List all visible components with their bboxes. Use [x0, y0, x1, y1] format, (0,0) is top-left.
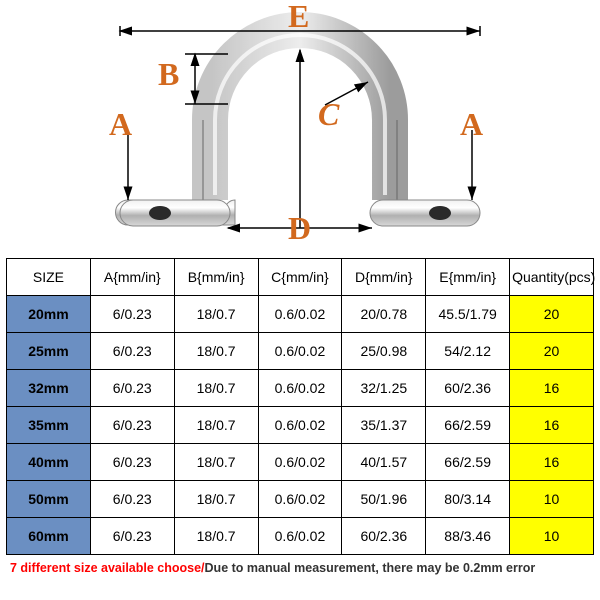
table-cell: 0.6/0.02: [258, 444, 342, 481]
table-cell: 20: [510, 296, 594, 333]
table-cell: 25mm: [7, 333, 91, 370]
col-header: A{mm/in}: [90, 259, 174, 296]
size-table-container: SIZE A{mm/in} B{mm/in} C{mm/in} D{mm/in}…: [0, 258, 600, 555]
table-row: 40mm6/0.2318/0.70.6/0.0240/1.5766/2.5916: [7, 444, 594, 481]
table-cell: 0.6/0.02: [258, 407, 342, 444]
col-header: D{mm/in}: [342, 259, 426, 296]
table-cell: 32/1.25: [342, 370, 426, 407]
table-cell: 16: [510, 407, 594, 444]
table-cell: 54/2.12: [426, 333, 510, 370]
table-cell: 0.6/0.02: [258, 481, 342, 518]
table-cell: 0.6/0.02: [258, 370, 342, 407]
table-cell: 18/0.7: [174, 407, 258, 444]
label-e: E: [288, 0, 309, 35]
table-row: 20mm6/0.2318/0.70.6/0.0220/0.7845.5/1.79…: [7, 296, 594, 333]
table-cell: 0.6/0.02: [258, 333, 342, 370]
table-cell: 60/2.36: [426, 370, 510, 407]
table-cell: 40/1.57: [342, 444, 426, 481]
table-row: 60mm6/0.2318/0.70.6/0.0260/2.3688/3.4610: [7, 518, 594, 555]
footnote-text: Due to manual measurement, there may be …: [205, 561, 536, 575]
table-cell: 6/0.23: [90, 296, 174, 333]
table-cell: 18/0.7: [174, 296, 258, 333]
table-cell: 10: [510, 481, 594, 518]
table-cell: 16: [510, 444, 594, 481]
table-cell: 80/3.14: [426, 481, 510, 518]
table-cell: 66/2.59: [426, 407, 510, 444]
label-a-right: A: [460, 106, 483, 143]
table-cell: 60/2.36: [342, 518, 426, 555]
table-row: 25mm6/0.2318/0.70.6/0.0225/0.9854/2.1220: [7, 333, 594, 370]
label-c: C: [318, 96, 339, 133]
table-cell: 18/0.7: [174, 444, 258, 481]
dimension-diagram: E B A A C D: [0, 0, 600, 258]
label-d: D: [288, 210, 311, 247]
table-cell: 20/0.78: [342, 296, 426, 333]
table-cell: 20mm: [7, 296, 91, 333]
table-cell: 35/1.37: [342, 407, 426, 444]
table-cell: 0.6/0.02: [258, 518, 342, 555]
col-header: B{mm/in}: [174, 259, 258, 296]
table-cell: 20: [510, 333, 594, 370]
table-cell: 0.6/0.02: [258, 296, 342, 333]
table-cell: 50/1.96: [342, 481, 426, 518]
table-cell: 18/0.7: [174, 333, 258, 370]
label-a-left: A: [109, 106, 132, 143]
table-cell: 32mm: [7, 370, 91, 407]
col-header: SIZE: [7, 259, 91, 296]
table-cell: 66/2.59: [426, 444, 510, 481]
table-cell: 6/0.23: [90, 370, 174, 407]
table-cell: 45.5/1.79: [426, 296, 510, 333]
table-cell: 35mm: [7, 407, 91, 444]
table-cell: 6/0.23: [90, 407, 174, 444]
table-cell: 6/0.23: [90, 481, 174, 518]
table-cell: 50mm: [7, 481, 91, 518]
size-table: SIZE A{mm/in} B{mm/in} C{mm/in} D{mm/in}…: [6, 258, 594, 555]
table-cell: 6/0.23: [90, 333, 174, 370]
table-cell: 18/0.7: [174, 518, 258, 555]
table-cell: 16: [510, 370, 594, 407]
table-row: 50mm6/0.2318/0.70.6/0.0250/1.9680/3.1410: [7, 481, 594, 518]
table-row: 35mm6/0.2318/0.70.6/0.0235/1.3766/2.5916: [7, 407, 594, 444]
table-cell: 88/3.46: [426, 518, 510, 555]
table-cell: 6/0.23: [90, 444, 174, 481]
label-b: B: [158, 56, 179, 93]
footnote: 7 different size available choose/Due to…: [0, 555, 600, 575]
table-cell: 40mm: [7, 444, 91, 481]
table-cell: 10: [510, 518, 594, 555]
table-cell: 18/0.7: [174, 370, 258, 407]
table-header-row: SIZE A{mm/in} B{mm/in} C{mm/in} D{mm/in}…: [7, 259, 594, 296]
table-cell: 25/0.98: [342, 333, 426, 370]
table-cell: 60mm: [7, 518, 91, 555]
col-header: E{mm/in}: [426, 259, 510, 296]
table-row: 32mm6/0.2318/0.70.6/0.0232/1.2560/2.3616: [7, 370, 594, 407]
table-cell: 18/0.7: [174, 481, 258, 518]
footnote-highlight: 7 different size available choose/: [10, 561, 205, 575]
col-header: C{mm/in}: [258, 259, 342, 296]
table-cell: 6/0.23: [90, 518, 174, 555]
col-header: Quantity(pcs): [510, 259, 594, 296]
